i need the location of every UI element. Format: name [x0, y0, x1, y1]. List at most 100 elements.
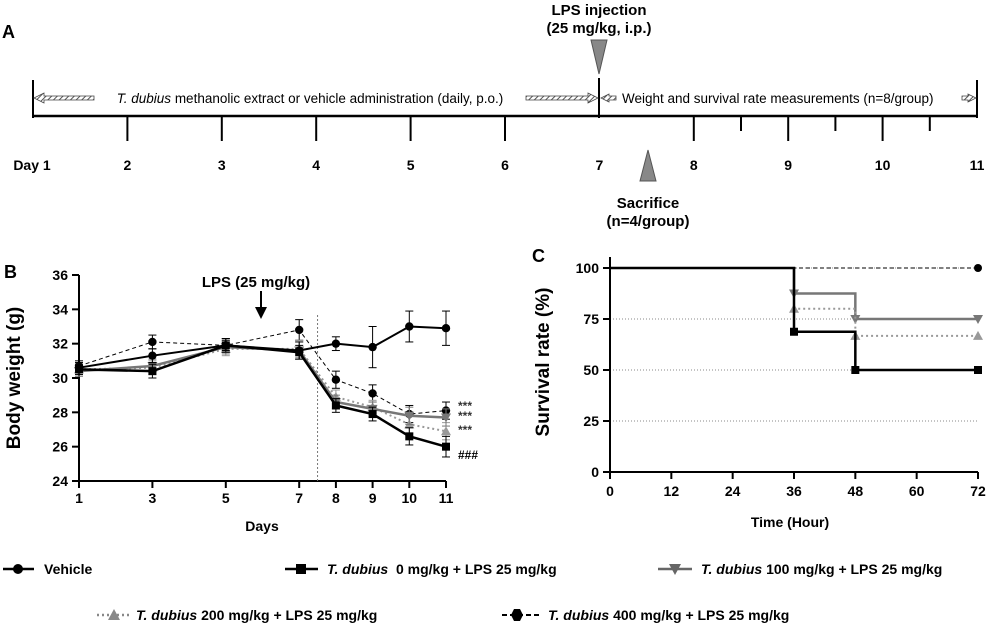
legend-dubius-0-rest: 0 mg/kg + LPS 25 mg/kg: [388, 561, 556, 577]
data-point: [148, 351, 157, 360]
injection-triangle: [590, 39, 608, 75]
survival-step-line: [610, 266, 978, 372]
legend-dubius-0-label: T. dubius 0 mg/kg + LPS 25 mg/kg: [327, 561, 557, 577]
significance-label: ###: [458, 448, 478, 462]
survival-ticks: 0 25 50 75 100 0 12 24 36 48 60 72: [576, 260, 986, 499]
survival-y-tick-label: 50: [583, 362, 599, 378]
data-point: [368, 389, 377, 398]
body-weight-x-tick-label: 1: [75, 490, 83, 506]
data-point: [441, 413, 451, 423]
survival-series-dubius-100: [789, 268, 983, 324]
data-point: [405, 432, 414, 441]
survival-y-tick-label: 100: [576, 260, 600, 276]
timeline-day-label: 11: [970, 157, 985, 173]
survival-x-tick-label: 36: [786, 483, 802, 499]
legend-item-dubius-400: T. dubius 400 mg/kg + LPS 25 mg/kg: [502, 607, 789, 623]
timeline-ticks: Day 1 2 3 4 5 6 7 8 9 10 11: [13, 116, 985, 173]
data-point: [441, 324, 451, 333]
survival-point: [790, 327, 798, 336]
survival-point: [974, 264, 982, 272]
survival-x-tick-label: 60: [909, 483, 925, 499]
survival-y-tick-label: 25: [583, 413, 599, 429]
timeline-day-label: 8: [690, 157, 698, 173]
survival-x-tick-label: 72: [970, 483, 986, 499]
significance-label: ***: [458, 399, 472, 413]
timeline-day-label: 2: [124, 157, 132, 173]
survival-x-tick-label: 24: [725, 483, 741, 499]
panel-label-b: B: [4, 262, 17, 282]
series-dubius-100: [74, 339, 451, 427]
data-point: [404, 411, 415, 421]
body-weight-x-tick-label: 11: [439, 490, 454, 506]
panel-label-c: C: [532, 246, 545, 266]
series-line: [78, 347, 447, 433]
admin-text-italic: T. dubius: [117, 91, 172, 106]
panel-label-a: A: [2, 22, 15, 42]
timeline-day-label: 7: [596, 157, 604, 173]
data-point: [331, 339, 341, 348]
significance-label: ***: [458, 409, 472, 423]
injection-label-1: LPS injection: [551, 2, 646, 19]
survival-x-tick-label: 0: [606, 483, 614, 499]
sacrifice-label-1: Sacrifice: [617, 195, 680, 212]
body-weight-y-label: Body weight (g): [4, 307, 25, 449]
sacrifice-triangle: [639, 149, 657, 182]
data-point: [405, 322, 414, 331]
legend-dubius-200-rest: 200 mg/kg + LPS 25 mg/kg: [197, 607, 377, 623]
body-weight-y-tick-label: 30: [52, 370, 68, 386]
measure-text: Weight and survival rate measurements (n…: [622, 91, 934, 106]
legend-dubius-400-rest: 400 mg/kg + LPS 25 mg/kg: [609, 607, 789, 623]
body-weight-y-tick-label: 26: [52, 439, 68, 455]
timeline-day-label: 3: [218, 157, 226, 173]
survival-point: [974, 366, 982, 374]
legend-item-dubius-200: T. dubius 200 mg/kg + LPS 25 mg/kg: [97, 607, 377, 623]
legend-vehicle-label: Vehicle: [44, 561, 92, 577]
body-weight-y-tick-label: 34: [52, 301, 68, 317]
lps-arrow: [255, 291, 267, 319]
body-weight-x-tick-label: 9: [369, 490, 377, 506]
body-weight-y-tick-label: 24: [52, 473, 68, 489]
measure-arrow-left: [600, 93, 617, 103]
legend-dubius-100-label: T. dubius 100 mg/kg + LPS 25 mg/kg: [701, 561, 942, 577]
significance-label: ***: [458, 423, 472, 437]
survival-point: [851, 366, 860, 374]
admin-arrow-left: [33, 92, 95, 104]
significance-labels: *********###: [458, 399, 478, 462]
legend-dubius-0-italic: T. dubius: [327, 561, 388, 577]
data-point: [442, 442, 450, 451]
admin-text: T. dubius methanolic extract or vehicle …: [117, 91, 503, 106]
legend-item-dubius-0: T. dubius 0 mg/kg + LPS 25 mg/kg: [285, 561, 557, 577]
survival-point: [850, 315, 861, 324]
timeline-day-label: 10: [875, 157, 891, 173]
data-point: [295, 325, 304, 335]
survival-series-dubius-200: [789, 268, 983, 340]
survival-step-line: [792, 268, 978, 321]
survival-x-tick-label: 12: [664, 483, 680, 499]
body-weight-x-tick-label: 8: [332, 490, 340, 506]
timeline-day-label: 5: [407, 157, 415, 173]
admin-arrow-right: [525, 92, 599, 104]
series-line: [78, 344, 447, 448]
survival-point: [973, 315, 983, 324]
data-point: [441, 426, 451, 436]
survival-point: [973, 330, 983, 340]
series-line: [78, 329, 447, 415]
survival-series: [610, 264, 983, 374]
survival-y-tick-label: 75: [583, 311, 599, 327]
sacrifice-label-2: (n=4/group): [607, 213, 690, 230]
legend-dubius-100-italic: T. dubius: [701, 561, 762, 577]
admin-text-rest: methanolic extract or vehicle administra…: [171, 91, 503, 106]
body-weight-y-tick-label: 28: [52, 404, 68, 420]
series-dubius-0: [75, 339, 450, 458]
body-weight-y-tick-label: 36: [52, 267, 68, 283]
measure-arrow-right: [961, 93, 977, 103]
series-vehicle: [74, 310, 451, 374]
survival-chart: 0 25 50 75 100 0 12 24 36 48 60 72 Time (Hour) Surv…: [533, 257, 986, 530]
data-point: [368, 410, 377, 419]
legend: Vehicle T. dubius 0 mg/kg + LPS 25 mg/kg…: [3, 561, 942, 623]
legend-item-dubius-100: T. dubius 100 mg/kg + LPS 25 mg/kg: [658, 561, 942, 577]
survival-y-label: Survival rate (%): [533, 288, 554, 437]
body-weight-x-tick-label: 3: [149, 490, 157, 506]
